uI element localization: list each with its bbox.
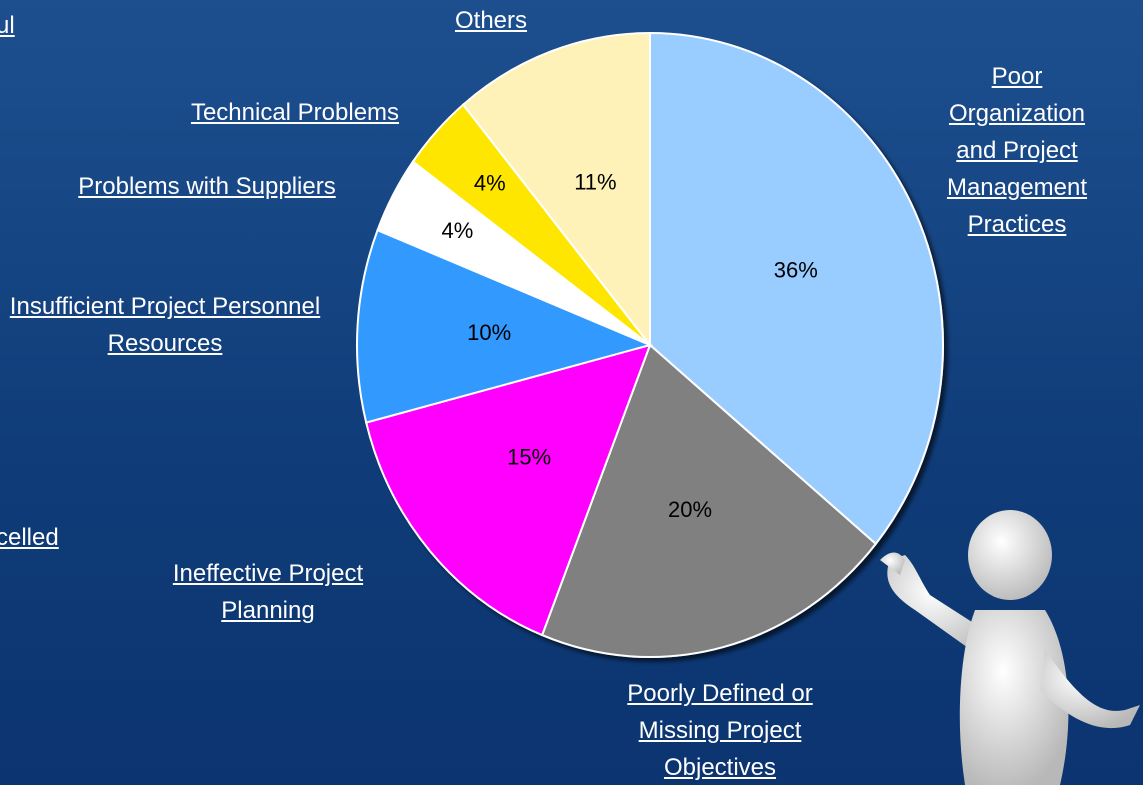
value-label: 11% [574, 169, 616, 194]
category-label: Poorly Defined or Missing Project Object… [585, 675, 855, 785]
value-label: 4% [474, 171, 506, 196]
value-label: 15% [507, 444, 551, 469]
category-label: Ineffective Project Planning [128, 555, 408, 629]
category-label: Insufficient Project Personnel Resources [0, 288, 335, 362]
value-label: 4% [442, 218, 474, 243]
presenter-figure [880, 510, 1140, 785]
cut-off-text: ul [0, 12, 15, 40]
value-label: 10% [467, 320, 511, 345]
cut-off-text: celled [0, 524, 59, 552]
category-label: Others [411, 2, 571, 39]
category-label: Technical Problems [135, 94, 455, 131]
category-label: Problems with Suppliers [27, 168, 387, 205]
slide: 36% 20% 15% 10% 4%4% 11% Poor Organization an… [0, 0, 1143, 785]
category-label: Poor Organization and Project Management… [932, 58, 1102, 243]
value-label: 36% [774, 258, 818, 283]
value-label: 20% [668, 497, 712, 522]
